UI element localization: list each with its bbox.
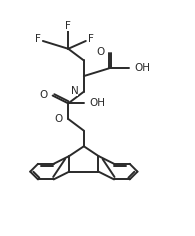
Text: OH: OH [90,98,106,108]
Text: N: N [71,86,78,96]
Text: O: O [40,90,48,100]
Text: F: F [65,21,71,31]
Text: OH: OH [135,63,151,73]
Text: F: F [88,34,94,44]
Text: O: O [54,114,62,124]
Text: F: F [35,34,40,44]
Text: O: O [96,47,104,57]
